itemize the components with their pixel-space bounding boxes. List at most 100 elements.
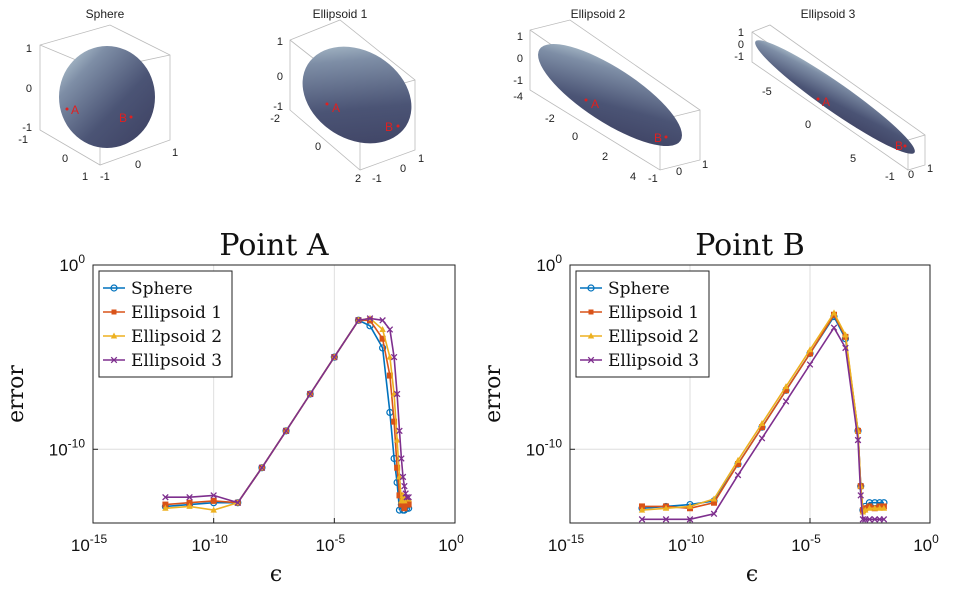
data-point xyxy=(866,504,873,511)
data-point xyxy=(210,506,217,513)
tick-label: -5 xyxy=(762,86,772,98)
legend-marker xyxy=(587,356,595,364)
data-point xyxy=(758,419,766,426)
point-a-label: A xyxy=(822,95,830,109)
data-point xyxy=(186,502,193,509)
y-tick-label: 10-10 xyxy=(526,436,563,459)
data-point xyxy=(258,464,266,471)
shape-title: Ellipsoid 1 xyxy=(313,7,368,21)
data-point xyxy=(162,504,169,511)
data-point xyxy=(686,502,694,509)
data-point xyxy=(379,317,386,324)
chart-point-b: Point B 10-15 10-10 10-5 100 100 10-10 ϵ error Sp… xyxy=(481,228,939,587)
tick-label: 0 xyxy=(135,159,141,171)
data-point xyxy=(830,309,838,316)
legend-label: Ellipsoid 3 xyxy=(131,351,222,371)
point-a-label: A xyxy=(332,101,340,115)
tick-label: 0 xyxy=(908,169,914,181)
point-b-label: B xyxy=(895,139,903,153)
tick-label: 0 xyxy=(738,39,744,51)
data-point xyxy=(393,390,401,398)
shape-panel-ellipsoid-1: Ellipsoid 1 A B 1 0 -1 -2 0 2 -1 0 1 xyxy=(270,7,424,185)
tick-label: 0 xyxy=(805,119,811,131)
tick-label: -1 xyxy=(18,134,28,146)
data-point xyxy=(871,504,878,511)
legend-label: Ellipsoid 2 xyxy=(608,327,699,347)
tick-label: 4 xyxy=(630,171,636,183)
tick-label: 1 xyxy=(82,171,88,183)
tick-label: 1 xyxy=(517,31,523,43)
legend-marker xyxy=(111,309,117,315)
x-tick-label: 10-15 xyxy=(71,532,108,555)
data-point xyxy=(282,427,290,435)
tick-label: -1 xyxy=(734,51,744,63)
tick-label: 2 xyxy=(602,151,608,163)
y-tick-label: 10-10 xyxy=(49,436,86,459)
legend-label: Ellipsoid 2 xyxy=(131,327,222,347)
tick-label: 1 xyxy=(738,27,744,39)
ellipsoid-surface xyxy=(302,46,412,144)
data-point xyxy=(806,361,814,368)
data-point xyxy=(782,398,790,405)
legend-marker xyxy=(110,356,118,364)
x-tick-label: 10-15 xyxy=(548,532,585,555)
tick-label: -2 xyxy=(545,113,555,125)
data-point xyxy=(662,516,670,523)
x-tick-label: 10-5 xyxy=(316,532,346,555)
tick-label: -1 xyxy=(372,173,382,185)
data-point xyxy=(758,434,766,442)
tick-label: 1 xyxy=(277,36,283,48)
data-point xyxy=(355,317,362,324)
x-axis-label: ϵ xyxy=(270,562,282,587)
data-point xyxy=(710,495,718,502)
point-a-marker xyxy=(584,98,588,102)
point-b-marker xyxy=(664,135,668,139)
data-point xyxy=(405,501,412,508)
tick-label: 0 xyxy=(572,131,578,143)
tick-label: 0 xyxy=(26,83,32,95)
data-point xyxy=(403,493,410,501)
plot-frame xyxy=(92,264,456,524)
tick-label: -1 xyxy=(22,122,32,134)
data-point xyxy=(386,353,394,360)
data-point xyxy=(186,493,193,501)
data-point xyxy=(871,516,879,523)
legend-label: Sphere xyxy=(608,279,670,299)
y-tick-label: 100 xyxy=(59,252,85,275)
data-point xyxy=(876,504,883,511)
legend-label: Ellipsoid 1 xyxy=(608,303,699,323)
point-b-label: B xyxy=(119,111,127,125)
data-point xyxy=(366,315,374,322)
point-b-label: B xyxy=(654,131,662,145)
data-point xyxy=(393,436,401,443)
data-point xyxy=(859,516,867,523)
shape-title: Ellipsoid 3 xyxy=(801,7,856,21)
tick-label: 0 xyxy=(676,166,682,178)
data-point xyxy=(880,516,888,523)
y-tick-label: 100 xyxy=(536,252,562,275)
point-a-label: A xyxy=(71,103,79,117)
x-tick-label: 10-10 xyxy=(192,532,229,555)
y-axis-label: error xyxy=(4,365,29,423)
tick-label: 2 xyxy=(355,173,361,185)
data-point xyxy=(331,353,338,361)
legend-marker xyxy=(587,332,595,339)
data-point xyxy=(386,326,394,333)
tick-label: 1 xyxy=(172,147,178,159)
tick-label: -1 xyxy=(513,75,523,87)
legend-marker xyxy=(588,309,594,315)
data-point xyxy=(806,346,814,353)
tick-label: -1 xyxy=(273,101,283,113)
shape-panel-ellipsoid-2: Ellipsoid 2 A B 1 0 -1 -4 -2 0 2 4 -1 0 … xyxy=(513,7,708,185)
series-line xyxy=(641,315,884,513)
data-point xyxy=(638,506,646,513)
chart-title: Point B xyxy=(695,228,805,263)
data-point xyxy=(399,473,407,481)
legend-marker xyxy=(110,332,118,339)
data-point xyxy=(396,473,403,480)
data-point xyxy=(710,510,718,518)
legend-marker xyxy=(587,284,595,292)
tick-label: -1 xyxy=(648,173,658,185)
tick-label: 5 xyxy=(850,153,856,165)
